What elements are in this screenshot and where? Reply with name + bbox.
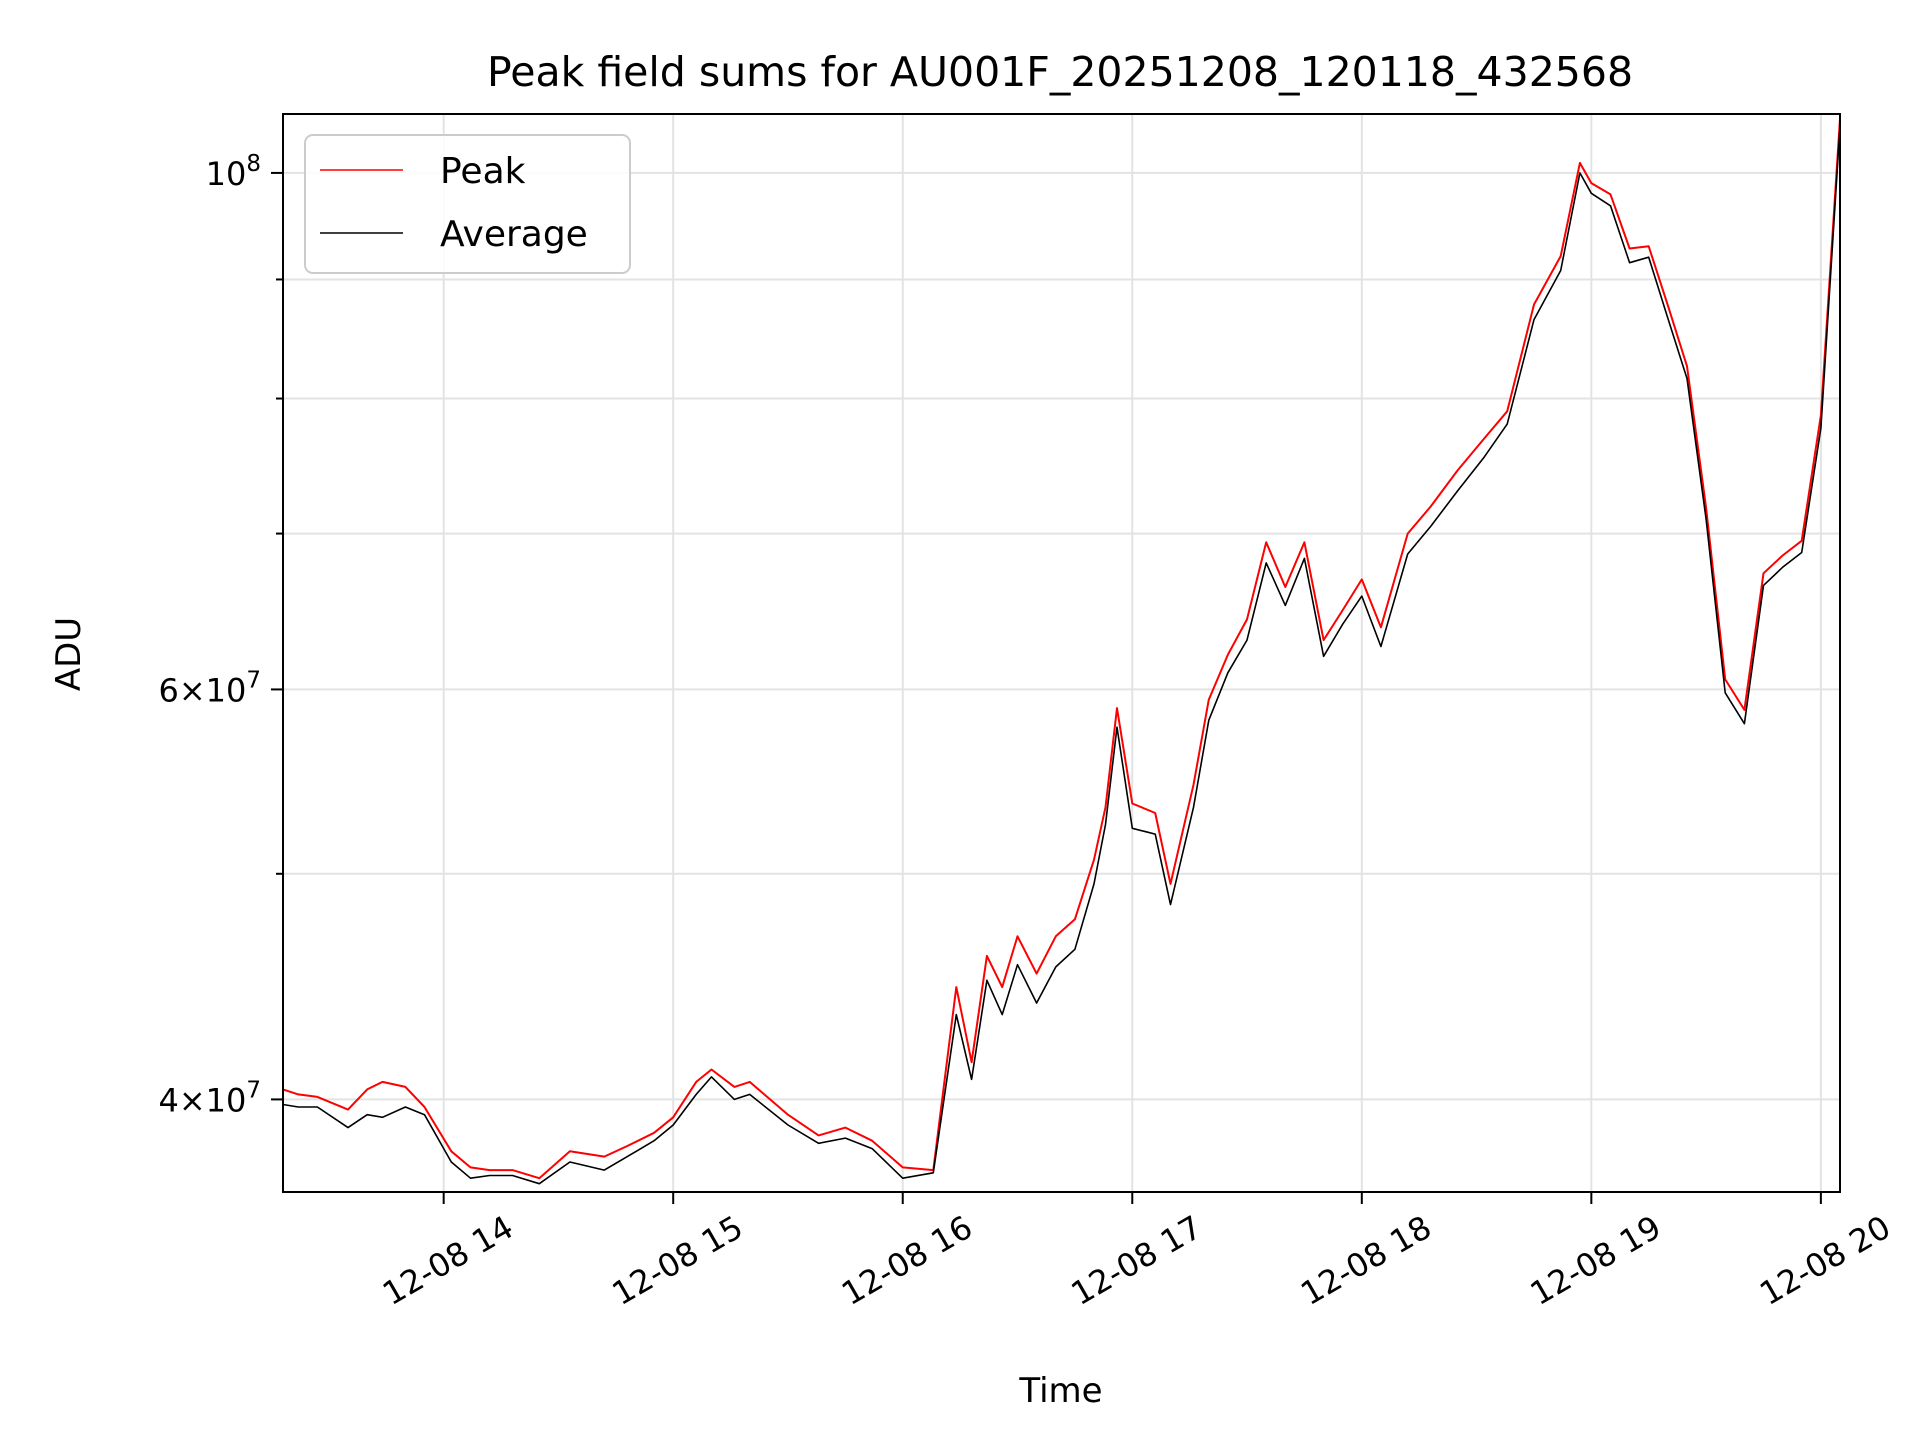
y-tick-label: 108 <box>206 151 261 193</box>
legend-label-peak: Peak <box>440 151 526 192</box>
y-tick-label: 6×107 <box>158 667 261 709</box>
chart-title: Peak field sums for AU001F_20251208_1201… <box>487 48 1633 96</box>
plot-frame <box>282 113 1841 1193</box>
y-axis-label: ADU <box>49 617 89 691</box>
y-tick-label: 4×107 <box>158 1077 261 1119</box>
x-axis-label: Time <box>1018 1371 1102 1411</box>
series-line-average <box>282 126 1841 1185</box>
series-line-peak <box>282 118 1841 1180</box>
legend: Peak Average <box>304 134 631 274</box>
legend-label-average: Average <box>440 214 588 255</box>
plot-area <box>282 118 1841 1185</box>
grid <box>283 114 1840 1192</box>
